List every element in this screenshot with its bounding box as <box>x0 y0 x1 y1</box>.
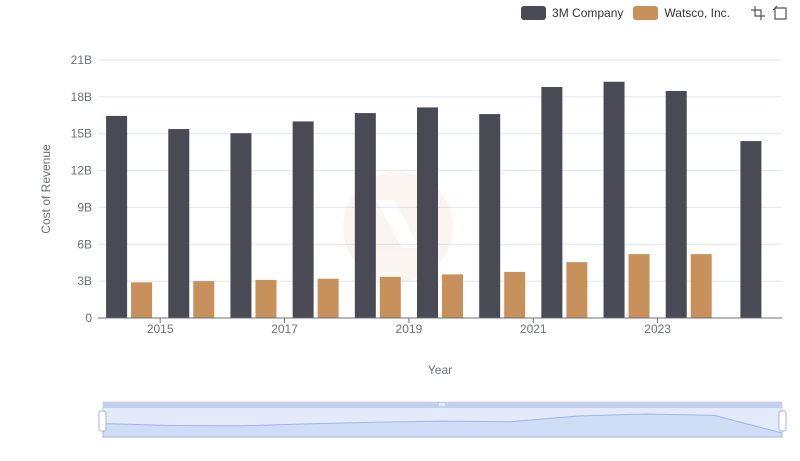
y-tick-label: 9B <box>77 200 92 214</box>
zoom-preview-area <box>102 413 783 438</box>
bar-3m-2022[interactable] <box>603 81 625 318</box>
bar-3m-2018[interactable] <box>354 113 376 319</box>
bar-3m-2014[interactable] <box>106 115 128 319</box>
zoom-move-grip-icon <box>439 403 445 406</box>
grid-lines <box>98 59 782 282</box>
axes <box>98 317 782 323</box>
legend-swatch-3m <box>521 6 547 20</box>
x-axis-title: Year <box>428 363 452 377</box>
zoom-handle-left[interactable] <box>98 410 107 432</box>
bar-watsco-2023[interactable] <box>690 254 712 318</box>
bar-watsco-2016[interactable] <box>255 279 277 318</box>
zoom-handle-right[interactable] <box>778 410 787 432</box>
tick-labels: 0 3B 6B 9B 12B 15B 18B 21B 2015 2017 2019 2021 2023 <box>71 53 672 336</box>
legend-swatch-watsco <box>633 6 659 20</box>
y-tick-label: 3B <box>77 274 92 288</box>
legend-label: Watsco, Inc. <box>664 6 730 20</box>
bar-3m-2020[interactable] <box>479 114 501 318</box>
zoom-icon[interactable] <box>750 5 766 21</box>
toolbox <box>744 5 788 21</box>
bar-watsco-2022[interactable] <box>628 254 650 318</box>
y-axis-title: Cost of Revenue <box>39 144 53 234</box>
bar-watsco-2017[interactable] <box>317 278 339 318</box>
bar-3m-2016[interactable] <box>230 133 252 318</box>
bar-3m-2024[interactable] <box>740 141 762 318</box>
bar-3m-2021[interactable] <box>541 87 563 319</box>
y-tick-label: 15B <box>71 127 92 141</box>
y-tick-label: 0 <box>85 311 92 325</box>
x-tick-label: 2017 <box>271 322 298 336</box>
x-tick-label: 2019 <box>396 322 423 336</box>
y-tick-label: 21B <box>71 53 92 67</box>
data-zoom-slider[interactable] <box>98 401 787 438</box>
legend: 3M Company Watsco, Inc. <box>521 4 788 22</box>
x-tick-label: 2015 <box>147 322 174 336</box>
bar-watsco-2015[interactable] <box>193 281 215 318</box>
legend-item-watsco[interactable]: Watsco, Inc. <box>633 6 730 20</box>
bars <box>106 81 762 319</box>
bar-watsco-2014[interactable] <box>131 282 153 318</box>
bar-watsco-2019[interactable] <box>442 274 463 318</box>
x-tick-label: 2023 <box>644 322 671 336</box>
bar-3m-2017[interactable] <box>292 121 314 318</box>
bar-watsco-2018[interactable] <box>379 276 401 318</box>
y-tick-label: 18B <box>71 90 92 104</box>
bar-3m-2023[interactable] <box>665 90 687 319</box>
bar-3m-2015[interactable] <box>168 129 190 318</box>
y-tick-label: 6B <box>77 237 92 251</box>
bar-watsco-2020[interactable] <box>504 271 526 318</box>
zoom-reset-icon[interactable] <box>772 5 788 21</box>
bar-3m-2019[interactable] <box>417 107 438 319</box>
legend-item-3m-company[interactable]: 3M Company <box>521 6 623 20</box>
legend-label: 3M Company <box>552 6 624 20</box>
bar-watsco-2021[interactable] <box>566 262 588 318</box>
y-tick-label: 12B <box>71 164 92 178</box>
x-tick-label: 2021 <box>520 322 547 336</box>
